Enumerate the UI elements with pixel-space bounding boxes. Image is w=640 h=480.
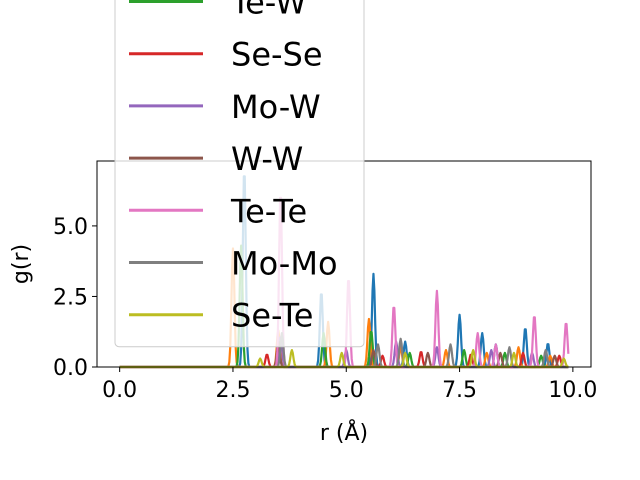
legend: Te-W Se-Se Mo-W W-W Te-Te Mo-Mo Se-Te: [114, 0, 365, 348]
axis-layer: 0.0 2.5 5.0 7.5 10.0 0.0 2.5 5.0: [53, 215, 597, 403]
legend-label-mo-w: Mo-W: [231, 88, 321, 126]
x-tick-label: 2.5: [215, 378, 250, 403]
y-tick-label: 0.0: [53, 356, 88, 381]
legend-label-se-te: Se-Te: [231, 297, 313, 335]
legend-label-se-se: Se-Se: [231, 36, 323, 74]
legend-label-te-w: Te-W: [230, 0, 307, 22]
x-tick-label: 0.0: [102, 378, 137, 403]
legend-label-mo-mo: Mo-Mo: [231, 245, 338, 283]
y-tick-label: 2.5: [53, 285, 88, 310]
x-tick-label: 5.0: [329, 378, 364, 403]
x-tick-label: 7.5: [442, 378, 477, 403]
legend-label-w-w: W-W: [231, 140, 303, 178]
x-axis-label: r (Å): [320, 419, 368, 446]
legend-label-te-te: Te-Te: [230, 192, 307, 230]
y-axis-label: g(r): [9, 244, 34, 284]
y-tick-label: 5.0: [53, 215, 88, 240]
x-tick-label: 10.0: [548, 378, 597, 403]
legend-box: [114, 0, 365, 348]
